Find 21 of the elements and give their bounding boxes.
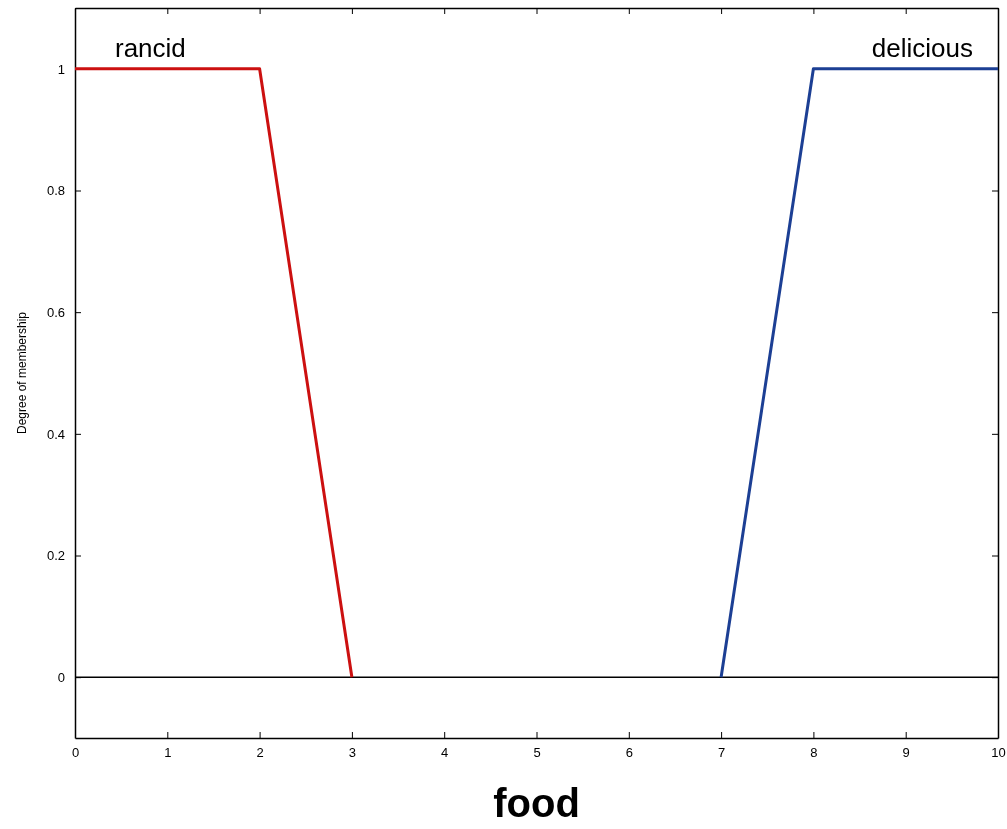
y-tick-label: 0.4 bbox=[46, 426, 65, 442]
y-tick-label: 0.8 bbox=[46, 183, 65, 199]
x-tick-label: 0 bbox=[71, 745, 80, 761]
y-tick-label: 0.2 bbox=[46, 548, 65, 564]
x-tick-label: 7 bbox=[717, 745, 726, 761]
x-tick-label: 10 bbox=[991, 745, 1006, 761]
y-tick-label: 0 bbox=[57, 669, 65, 685]
y-tick-label: 0.6 bbox=[46, 304, 65, 320]
x-tick-label: 4 bbox=[441, 745, 449, 761]
x-tick-label: 5 bbox=[533, 745, 541, 761]
x-tick-label: 3 bbox=[348, 745, 357, 761]
series-label: rancid bbox=[115, 32, 186, 63]
x-axis-title: food bbox=[493, 781, 580, 825]
y-axis-title: Degree of membership bbox=[15, 311, 29, 435]
y-tick-label: 1 bbox=[57, 61, 65, 77]
x-tick-label: 8 bbox=[810, 745, 818, 761]
series-label: delicious bbox=[871, 32, 973, 63]
x-tick-label: 9 bbox=[902, 745, 910, 761]
x-tick-label: 2 bbox=[256, 745, 264, 761]
x-tick-label: 6 bbox=[625, 745, 633, 761]
x-tick-label: 1 bbox=[164, 745, 172, 761]
